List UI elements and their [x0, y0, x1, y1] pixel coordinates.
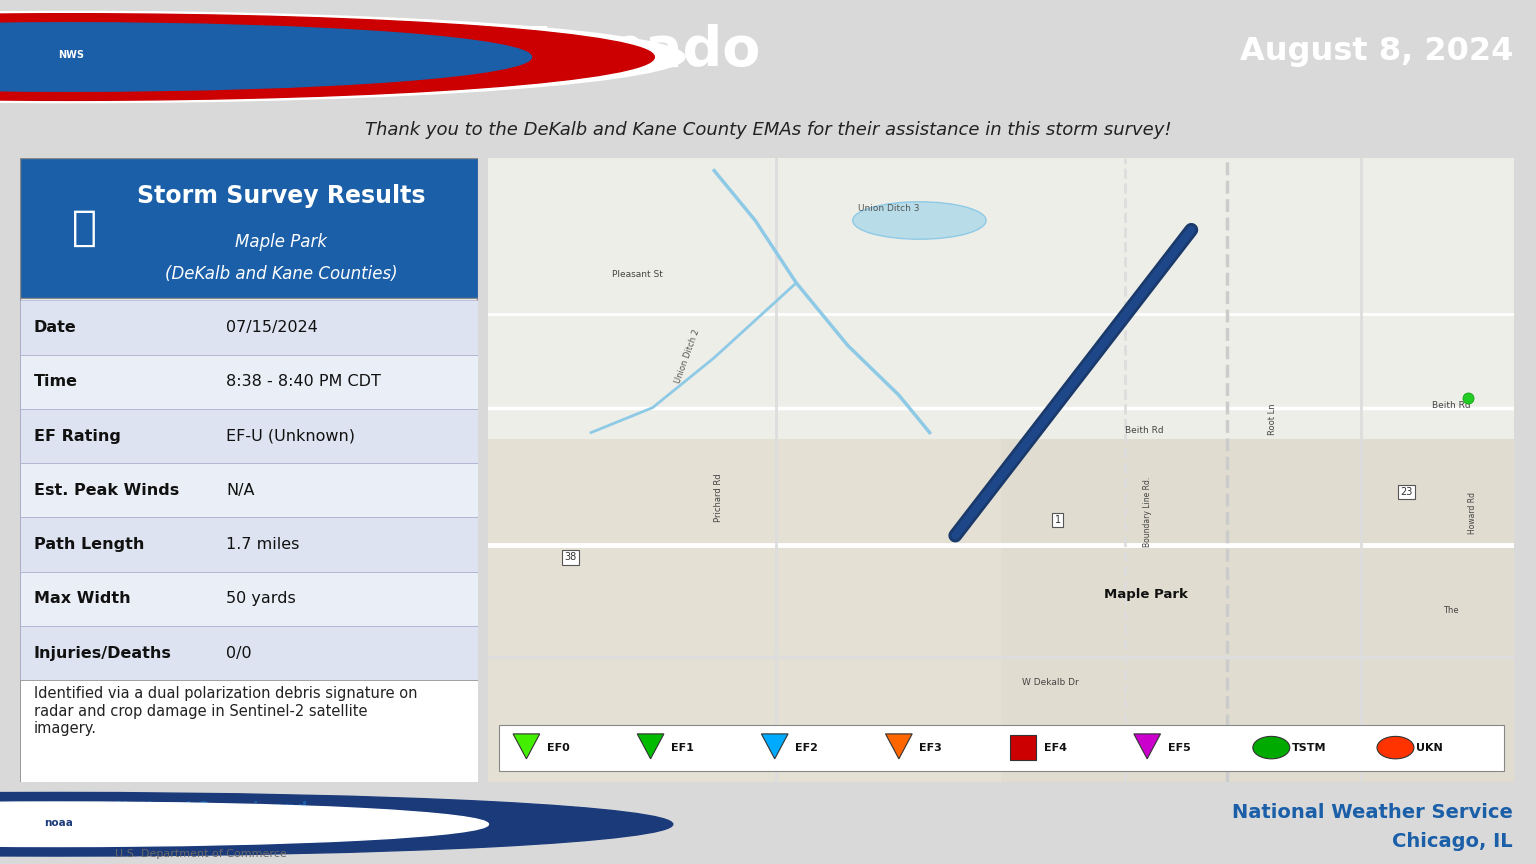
Text: Howard Rd: Howard Rd	[1468, 492, 1478, 535]
Bar	[499, 725, 1504, 772]
Circle shape	[0, 22, 531, 92]
Polygon shape	[886, 734, 912, 759]
Text: (DeKalb and Kane Counties): (DeKalb and Kane Counties)	[164, 264, 398, 283]
FancyBboxPatch shape	[20, 463, 478, 518]
Text: UKN: UKN	[1416, 743, 1442, 753]
Text: Maple Park Tornado: Maple Park Tornado	[141, 24, 760, 79]
Text: EF5: EF5	[1167, 743, 1190, 753]
Text: 8:38 - 8:40 PM CDT: 8:38 - 8:40 PM CDT	[226, 374, 381, 390]
Text: 1.7 miles: 1.7 miles	[226, 537, 300, 552]
Polygon shape	[1134, 734, 1161, 759]
Text: 0/0: 0/0	[226, 645, 252, 661]
Polygon shape	[513, 734, 539, 759]
Ellipse shape	[852, 202, 986, 239]
Text: NWS: NWS	[58, 50, 83, 60]
Text: Pleasant St: Pleasant St	[611, 270, 662, 278]
Text: 🌪: 🌪	[72, 207, 97, 249]
FancyBboxPatch shape	[20, 158, 478, 298]
Text: August 8, 2024: August 8, 2024	[1240, 35, 1513, 67]
Text: Atmospheric Administration: Atmospheric Administration	[115, 825, 370, 840]
Text: Maple Park: Maple Park	[235, 233, 327, 251]
Polygon shape	[762, 734, 788, 759]
Text: TSTM: TSTM	[1292, 743, 1327, 753]
Text: W Dekalb Dr: W Dekalb Dr	[1021, 678, 1078, 687]
Circle shape	[0, 802, 488, 847]
Text: National Weather Service: National Weather Service	[1232, 803, 1513, 822]
FancyBboxPatch shape	[20, 409, 478, 463]
Text: 07/15/2024: 07/15/2024	[226, 320, 318, 335]
Text: EF1: EF1	[671, 743, 694, 753]
Text: Union Ditch 2: Union Ditch 2	[673, 328, 700, 384]
Text: The: The	[1442, 607, 1458, 615]
Text: Est. Peak Winds: Est. Peak Winds	[34, 483, 180, 498]
Circle shape	[1376, 736, 1415, 759]
Bar	[1001, 439, 1514, 782]
Text: National Oceanic and: National Oceanic and	[115, 801, 307, 816]
Circle shape	[0, 14, 654, 100]
Text: EF-U (Unknown): EF-U (Unknown)	[226, 429, 355, 443]
Text: EF0: EF0	[547, 743, 570, 753]
Text: Boundary Line Rd.: Boundary Line Rd.	[1143, 477, 1152, 547]
Text: 50 yards: 50 yards	[226, 591, 296, 607]
Circle shape	[1253, 736, 1290, 759]
Text: Injuries/Deaths: Injuries/Deaths	[34, 645, 172, 661]
Text: Maple Park: Maple Park	[1104, 588, 1187, 600]
Text: EF4: EF4	[1043, 743, 1066, 753]
Text: EF Rating: EF Rating	[34, 429, 120, 443]
Text: EF3: EF3	[920, 743, 942, 753]
FancyBboxPatch shape	[20, 572, 478, 626]
Text: Max Width: Max Width	[34, 591, 131, 607]
FancyBboxPatch shape	[20, 301, 478, 354]
Text: EF2: EF2	[796, 743, 819, 753]
Text: Prichard Rd: Prichard Rd	[714, 473, 723, 522]
Text: Path Length: Path Length	[34, 537, 144, 552]
Text: Beith Rd: Beith Rd	[1124, 426, 1163, 435]
Text: Union Ditch 3: Union Ditch 3	[857, 204, 920, 213]
Text: Identified via a dual polarization debris signature on
radar and crop damage in : Identified via a dual polarization debri…	[34, 687, 418, 736]
Bar	[1001, 158, 1514, 439]
FancyBboxPatch shape	[488, 158, 1514, 782]
Bar	[1009, 735, 1037, 760]
Text: Date: Date	[34, 320, 77, 335]
Text: 23: 23	[1401, 487, 1413, 497]
Bar	[488, 158, 1001, 439]
FancyBboxPatch shape	[20, 158, 478, 782]
FancyBboxPatch shape	[20, 680, 478, 782]
Text: N/A: N/A	[226, 483, 255, 498]
Text: U.S. Department of Commerce: U.S. Department of Commerce	[115, 849, 287, 860]
FancyBboxPatch shape	[20, 626, 478, 680]
Text: Beith Rd: Beith Rd	[1433, 401, 1471, 410]
Text: Storm Survey Results: Storm Survey Results	[137, 183, 425, 207]
Text: Thank you to the DeKalb and Kane County EMAs for their assistance in this storm : Thank you to the DeKalb and Kane County …	[364, 122, 1172, 139]
FancyBboxPatch shape	[20, 518, 478, 572]
Text: 38: 38	[564, 552, 576, 562]
Circle shape	[0, 11, 685, 103]
Text: Chicago, IL: Chicago, IL	[1392, 832, 1513, 851]
Text: Time: Time	[34, 374, 78, 390]
Polygon shape	[637, 734, 664, 759]
Text: 1: 1	[1055, 515, 1061, 525]
FancyBboxPatch shape	[20, 354, 478, 409]
Text: noaa: noaa	[45, 817, 72, 828]
Circle shape	[0, 792, 673, 856]
Bar	[488, 439, 1001, 782]
Text: Root Ln: Root Ln	[1269, 403, 1278, 435]
